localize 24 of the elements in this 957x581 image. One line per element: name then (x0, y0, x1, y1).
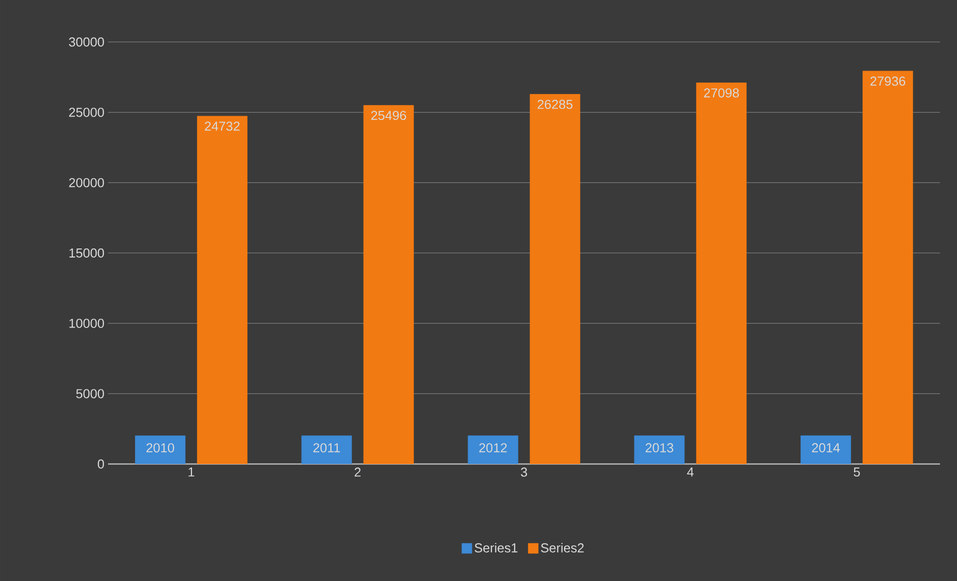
data-label: 26285 (538, 100, 572, 109)
legend-label: Series2 (540, 542, 584, 552)
y-tick-label: 25000 (69, 108, 104, 117)
y-tick-label: 20000 (69, 178, 104, 188)
data-label: 24732 (204, 122, 240, 131)
y-tick-label: 30000 (68, 37, 104, 47)
data-label: 27098 (704, 88, 739, 98)
x-tick-label: 4 (687, 468, 694, 476)
y-tick-label: 5000 (76, 389, 104, 398)
data-label: 2011 (313, 443, 340, 452)
x-tick-label: 2 (354, 468, 361, 477)
data-label: 25496 (371, 110, 406, 120)
data-label: 2012 (479, 443, 507, 452)
x-tick-label: 3 (520, 468, 528, 477)
data-label: 2010 (146, 443, 174, 452)
data-label: 2013 (646, 443, 674, 452)
y-tick-label: 10000 (69, 318, 104, 328)
data-label: 27936 (870, 76, 906, 86)
legend-label: Series1 (474, 542, 518, 552)
x-tick-label: 5 (854, 468, 860, 477)
y-tick-label: 0 (98, 459, 104, 469)
y-tick-label: 15000 (69, 248, 104, 258)
data-label: 2014 (812, 443, 840, 452)
x-tick-label: 1 (188, 468, 194, 476)
